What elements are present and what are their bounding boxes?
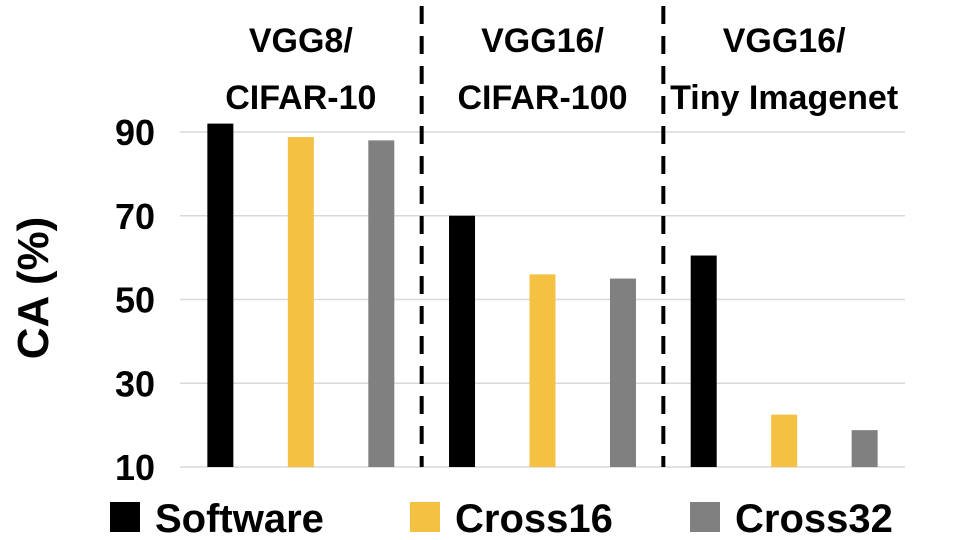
- bar-cross16: [287, 137, 314, 467]
- group-labels: VGG8/CIFAR-10 VGG16/CIFAR-100 VGG16/Tiny I…: [225, 22, 898, 117]
- legend-swatch-cross32: [690, 502, 720, 532]
- group-label-line2: CIFAR-100: [457, 79, 627, 117]
- bar-cross32: [851, 430, 878, 467]
- legend-label-cross16: Cross16: [455, 497, 613, 540]
- legend: Software Cross16 Cross32: [110, 497, 893, 540]
- group-label-line1: VGG8/: [249, 22, 353, 60]
- y-axis-title: CA (%): [9, 217, 58, 360]
- y-tick-label: 30: [115, 363, 155, 404]
- y-axis-ticks: 10 30 50 70 90: [115, 112, 155, 488]
- group-label-line1: VGG16/: [481, 22, 604, 60]
- bar-cross16: [529, 274, 556, 467]
- legend-label-cross32: Cross32: [735, 497, 893, 540]
- bar-cross32: [609, 278, 636, 467]
- legend-swatch-software: [110, 502, 140, 532]
- group-label-line1: VGG16/: [723, 22, 846, 60]
- group-label-line2: Tiny Imagenet: [670, 79, 898, 117]
- y-tick-label: 90: [115, 112, 155, 153]
- bar-cross16: [771, 414, 798, 467]
- bars: [207, 123, 878, 467]
- legend-label-software: Software: [155, 497, 324, 540]
- bar-cross32: [368, 140, 395, 467]
- y-tick-label: 50: [115, 280, 155, 321]
- bar-software: [449, 215, 476, 467]
- bar-software: [207, 123, 234, 467]
- legend-swatch-cross16: [410, 502, 440, 532]
- bar-software: [690, 255, 717, 467]
- group-separators: [419, 6, 666, 467]
- y-tick-label: 10: [115, 447, 155, 488]
- y-tick-label: 70: [115, 196, 155, 237]
- group-label-line2: CIFAR-10: [225, 79, 376, 117]
